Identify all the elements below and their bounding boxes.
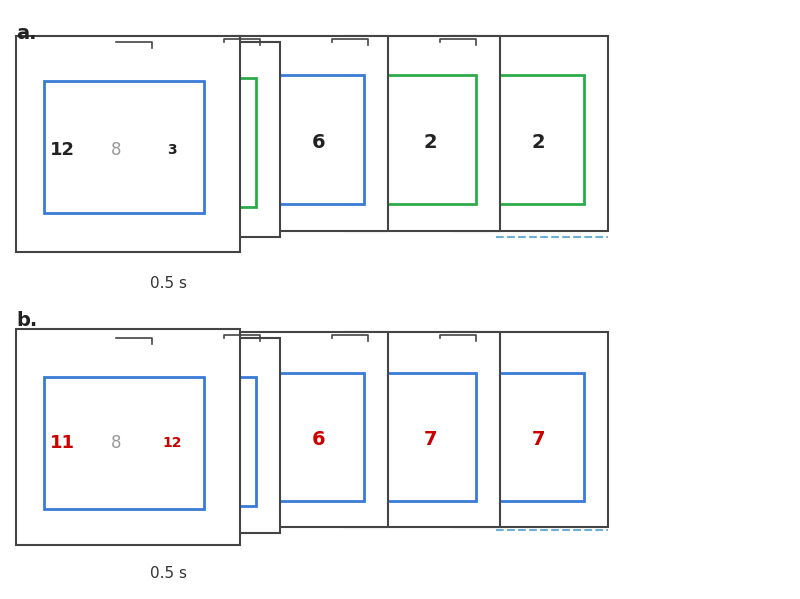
Text: b.: b. [16,311,38,331]
Text: 6: 6 [311,133,326,152]
Bar [468,75,584,204]
Text: 2: 2 [531,133,546,152]
Text: 3: 3 [167,143,177,157]
Bar [468,373,584,501]
Bar [248,373,364,501]
Text: 8: 8 [110,141,122,159]
Bar [452,332,608,527]
Bar [360,75,476,204]
Bar [232,332,388,527]
Bar [124,42,280,237]
Bar [44,377,204,509]
Text: 6: 6 [257,431,268,449]
Bar [452,36,608,231]
Text: 6: 6 [311,430,326,449]
Bar [344,36,500,231]
Bar [16,36,240,252]
Text: 1: 1 [477,134,488,152]
Text: 9: 9 [369,134,380,152]
Bar [140,78,256,207]
Text: 7: 7 [148,138,159,156]
Text: 2: 2 [205,434,219,453]
Bar [16,329,240,545]
Text: 2: 2 [205,137,219,156]
Bar [360,373,476,501]
Text: 12: 12 [50,141,75,159]
Text: 2: 2 [423,133,438,152]
Text: 5: 5 [369,431,380,449]
Bar [140,377,256,506]
Text: 7: 7 [424,430,437,449]
Text: 12: 12 [162,436,182,450]
Text: 11: 11 [50,434,75,452]
Bar [124,338,280,533]
Bar [44,81,204,213]
Bar [232,36,388,231]
Text: 6: 6 [257,134,268,152]
Text: a.: a. [16,24,37,43]
Text: 7: 7 [148,434,159,452]
Bar [344,332,500,527]
Text: 0.5 s: 0.5 s [150,276,186,291]
Text: 0.5 s: 0.5 s [150,566,186,581]
Bar [248,75,364,204]
Text: 1: 1 [477,431,488,449]
Text: 8: 8 [110,434,122,452]
Text: 7: 7 [532,430,545,449]
